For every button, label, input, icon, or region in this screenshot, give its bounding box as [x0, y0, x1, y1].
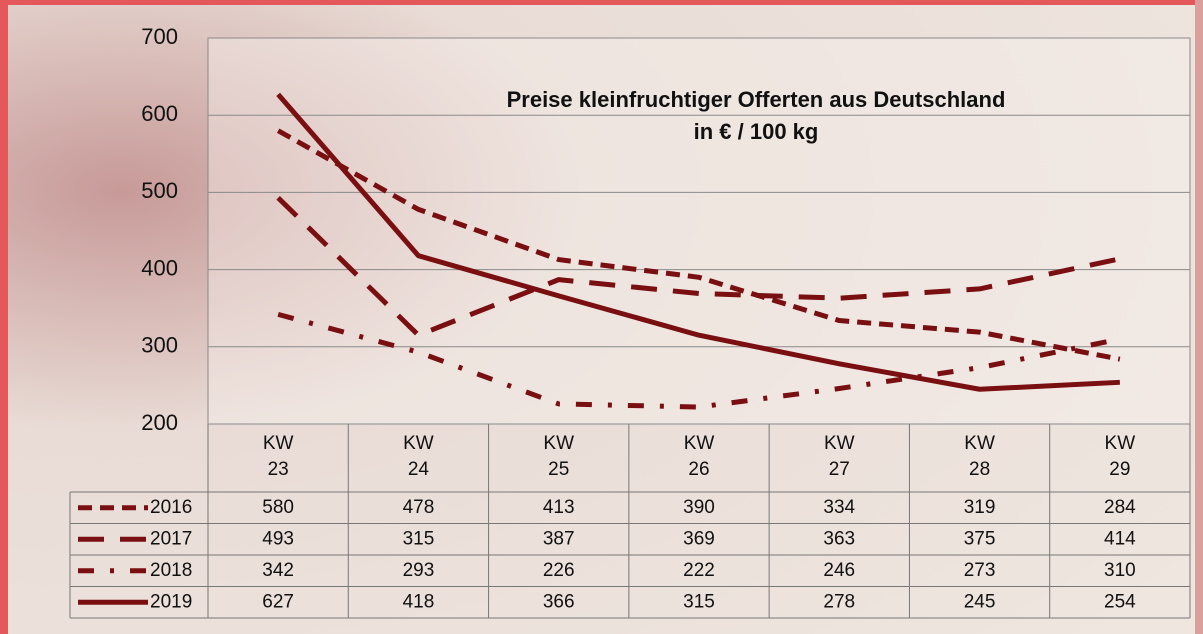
table-value: 580 [262, 497, 294, 518]
table-value: 387 [543, 528, 575, 549]
series-line [276, 196, 1121, 338]
legend-label: 2019 [150, 591, 192, 612]
table-value: 246 [823, 560, 855, 581]
x-tick-label: KW 27 [824, 433, 855, 480]
x-tick-label: KW 25 [543, 433, 574, 480]
series-line [276, 128, 1121, 362]
x-tick-label: KW 23 [263, 433, 294, 480]
series-line [276, 92, 1120, 392]
y-tick-label: 200 [141, 410, 178, 435]
table-value: 273 [964, 560, 996, 581]
table-value: 369 [683, 528, 715, 549]
table-value: 315 [403, 528, 435, 549]
table-value: 226 [543, 560, 575, 581]
legend-label: 2016 [150, 497, 192, 518]
x-tick-label: KW 29 [1105, 433, 1136, 480]
table-value: 222 [683, 560, 715, 581]
y-tick-label: 600 [141, 101, 178, 126]
table-value: 293 [403, 560, 435, 581]
table-value: 342 [262, 560, 294, 581]
y-tick-label: 500 [141, 178, 178, 203]
table-value: 418 [403, 591, 435, 612]
table-value: 334 [823, 497, 855, 518]
table-value: 310 [1104, 560, 1136, 581]
table-value: 478 [403, 497, 435, 518]
table-value: 414 [1104, 528, 1136, 549]
table-value: 627 [262, 591, 294, 612]
table-value: 278 [823, 591, 855, 612]
table-value: 493 [262, 528, 294, 549]
border-left [0, 0, 8, 634]
x-tick-label: KW 24 [403, 433, 434, 480]
table-value: 245 [964, 591, 996, 612]
table-value: 363 [823, 528, 855, 549]
legend-label: 2018 [150, 560, 192, 581]
y-tick-label: 700 [141, 24, 178, 49]
border-right [1195, 0, 1203, 634]
x-tick-label: KW 26 [684, 433, 715, 480]
table-value: 413 [543, 497, 575, 518]
table-value: 315 [683, 591, 715, 612]
chart-subtitle: in € / 100 kg [694, 119, 819, 144]
border-top [0, 0, 1203, 5]
legend-label: 2017 [150, 528, 192, 549]
table-value: 254 [1104, 591, 1136, 612]
plot-area [207, 37, 1191, 425]
table-value: 284 [1104, 497, 1136, 518]
table-value: 319 [964, 497, 996, 518]
chart-title: Preise kleinfruchtiger Offerten aus Deut… [507, 87, 1006, 112]
x-tick-label: KW 28 [964, 433, 995, 480]
table-value: 375 [964, 528, 996, 549]
table-value: 366 [543, 591, 575, 612]
y-tick-label: 300 [141, 333, 178, 358]
y-tick-label: 400 [141, 255, 178, 280]
table-value: 390 [683, 497, 715, 518]
